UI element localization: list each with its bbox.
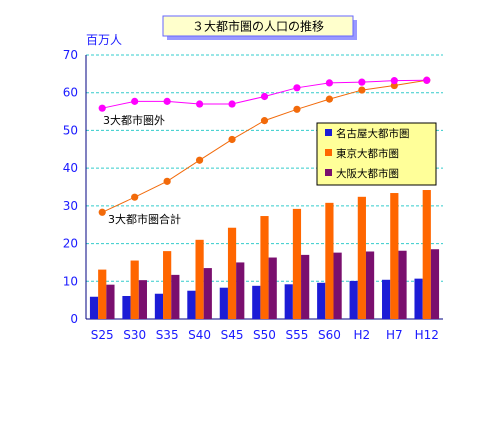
legend-label: 名古屋大都市圏	[336, 127, 410, 140]
line-point	[390, 77, 398, 85]
bar	[260, 216, 269, 319]
line-point	[98, 208, 106, 216]
line-point	[195, 100, 204, 108]
legend-box	[316, 122, 437, 186]
bar	[227, 227, 237, 319]
bar	[187, 290, 196, 319]
x-tick-label: S30	[123, 328, 146, 342]
title-box	[162, 15, 354, 37]
line-point	[131, 193, 139, 201]
line-point	[131, 97, 139, 105]
line-point	[325, 79, 334, 87]
y-tick-label: 60	[63, 86, 78, 100]
x-tick-label: H12	[415, 328, 439, 342]
bar	[122, 295, 131, 319]
bar	[252, 285, 261, 319]
legend-label: 東京大都市圏	[336, 147, 399, 160]
y-tick-label: 30	[63, 199, 78, 213]
bar	[414, 278, 423, 319]
chart-title-group: ３大都市圏の人口の推移	[162, 15, 357, 40]
bar	[333, 252, 342, 319]
bar	[268, 257, 277, 319]
annotation-outside: 3大都市圏外	[103, 113, 165, 127]
y-tick-label: 0	[70, 312, 78, 326]
x-tick-label: H2	[354, 328, 371, 342]
bar	[317, 282, 326, 319]
line-point	[228, 100, 236, 108]
x-tick-label: H7	[386, 328, 403, 342]
chart-title: ３大都市圏の人口の推移	[192, 19, 324, 34]
y-tick-label: 40	[63, 161, 78, 175]
x-tick-labels: S25 S30 S35 S40 S45 S50 S55 S60 H2 H7 H12	[91, 328, 439, 342]
bar	[390, 193, 399, 319]
bar	[138, 280, 147, 319]
y-unit-label: 百万人	[86, 33, 122, 47]
bar	[106, 284, 115, 319]
line-point	[358, 78, 366, 86]
bar	[422, 190, 431, 319]
bar	[357, 196, 366, 319]
annotation-total: 3大都市圏合計	[108, 212, 181, 226]
bar	[430, 249, 440, 319]
bar	[382, 279, 391, 319]
line-point	[260, 117, 269, 125]
line-point	[293, 84, 301, 92]
bar	[236, 262, 245, 319]
x-tick-label: S50	[253, 328, 276, 342]
bar	[130, 260, 139, 319]
bar	[365, 251, 375, 319]
line-point	[260, 92, 269, 101]
y-tick-label: 10	[63, 274, 78, 288]
bar	[154, 293, 164, 319]
legend-label: 大阪大都市圏	[336, 167, 399, 180]
bar	[292, 208, 302, 319]
x-tick-label: S55	[286, 328, 309, 342]
bar	[301, 254, 310, 319]
line-point	[423, 76, 431, 84]
y-tick-label: 20	[63, 237, 78, 251]
x-tick-label: S40	[188, 328, 211, 342]
bar	[325, 202, 334, 319]
lines	[98, 76, 431, 216]
x-tick-label: S25	[91, 328, 114, 342]
y-tick-labels: 0 10 20 30 40 50 60 70	[63, 48, 78, 326]
line-point	[325, 95, 334, 103]
bars	[89, 190, 440, 319]
x-tick-label: S60	[318, 328, 341, 342]
legend-swatch	[325, 169, 332, 176]
x-tick-label: S45	[221, 328, 244, 342]
line-point	[163, 177, 171, 185]
bar	[398, 250, 407, 319]
bar	[349, 280, 358, 319]
line-point	[98, 104, 106, 112]
y-tick-label: 70	[63, 48, 78, 62]
legend-swatch	[325, 129, 332, 136]
line-point	[228, 135, 236, 144]
bar	[195, 239, 204, 319]
bar	[219, 287, 228, 319]
bar	[98, 269, 107, 319]
y-tick-label: 50	[63, 123, 78, 137]
legend-swatch	[325, 149, 332, 156]
line-point	[293, 105, 301, 113]
bar	[163, 251, 172, 319]
bar	[203, 268, 212, 319]
bar	[284, 284, 293, 319]
line-point	[163, 97, 171, 105]
line-point	[358, 86, 366, 94]
bar	[89, 296, 99, 319]
x-tick-label: S35	[156, 328, 179, 342]
line-point	[195, 156, 204, 164]
bar	[171, 274, 180, 319]
